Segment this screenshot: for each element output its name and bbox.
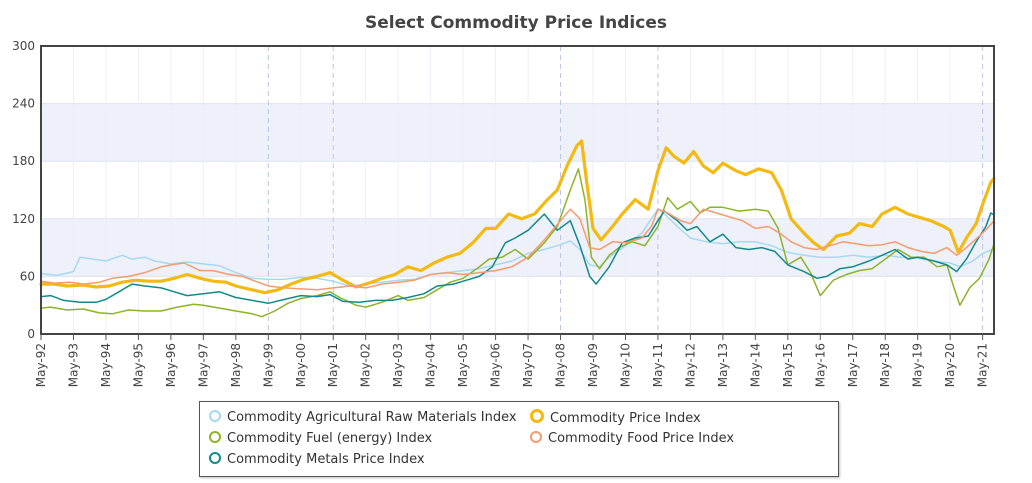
x-tick-label: May-09 <box>586 343 600 387</box>
y-tick-label: 180 <box>12 154 35 168</box>
series-line-4 <box>40 208 995 291</box>
legend-marker-icon <box>530 431 542 443</box>
x-tick-label: May-92 <box>34 343 48 387</box>
legend-item-metals[interactable]: Commodity Metals Price Index <box>209 451 425 469</box>
y-tick-label: 120 <box>12 212 35 226</box>
x-tick-label: May-17 <box>846 343 860 387</box>
x-tick-label: May-06 <box>489 343 503 387</box>
series-line-3 <box>39 139 996 295</box>
x-tick-label: May-95 <box>131 343 145 387</box>
x-tick-label: May-04 <box>424 343 438 387</box>
legend-item-food[interactable]: Commodity Food Price Index <box>530 430 734 448</box>
y-axis: 0 60 120 180 240 300 <box>12 39 35 341</box>
x-tick-label: May-10 <box>618 343 632 387</box>
legend-marker-icon <box>209 452 221 464</box>
x-tick-label: May-16 <box>813 343 827 387</box>
x-tick-label: May-13 <box>716 343 730 387</box>
x-tick-label: May-94 <box>99 343 113 387</box>
x-tick-label: May-20 <box>943 343 957 387</box>
y-tick-label: 240 <box>12 97 35 111</box>
x-tick-label: May-18 <box>878 343 892 387</box>
x-tick-label: May-93 <box>66 343 80 387</box>
background-bands <box>41 103 994 277</box>
x-tick-label: May-21 <box>976 343 990 387</box>
x-tick-label: May-99 <box>261 343 275 387</box>
x-tick-label: May-96 <box>164 343 178 387</box>
series-line-2 <box>40 210 995 305</box>
legend-item-fuel[interactable]: Commodity Fuel (energy) Index <box>209 430 432 448</box>
legend: Commodity Agricultural Raw Materials Ind… <box>199 401 839 477</box>
legend-label: Commodity Price Index <box>550 411 701 426</box>
legend-label: Commodity Metals Price Index <box>227 452 425 467</box>
x-tick-label: May-97 <box>196 343 210 387</box>
x-tick-label: May-14 <box>748 343 762 387</box>
legend-marker-icon <box>209 431 221 443</box>
band <box>41 218 994 277</box>
legend-marker-icon <box>209 410 221 422</box>
legend-item-commodity-price[interactable]: Commodity Price Index <box>530 409 701 427</box>
legend-marker-icon <box>530 409 544 423</box>
series-line-1 <box>40 168 995 318</box>
x-tick-label: May-03 <box>391 343 405 387</box>
y-tick-label: 60 <box>20 269 35 283</box>
x-tick-label: May-98 <box>229 343 243 387</box>
x-tick-label: May-12 <box>683 343 697 387</box>
x-tick-label: May-02 <box>359 343 373 387</box>
x-tick-label: May-05 <box>456 343 470 387</box>
legend-label: Commodity Food Price Index <box>548 431 735 446</box>
grid-lines <box>41 46 994 334</box>
x-tick-label: May-07 <box>521 343 535 387</box>
x-tick-label: May-19 <box>911 343 925 387</box>
x-tick-label: May-00 <box>294 343 308 387</box>
legend-label: Commodity Fuel (energy) Index <box>227 431 433 446</box>
legend-label: Commodity Agricultural Raw Materials Ind… <box>227 410 517 425</box>
y-tick-label: 300 <box>12 39 35 53</box>
x-tick-label: May-11 <box>651 343 665 387</box>
plot-frame <box>40 45 995 335</box>
x-tick-label: May-01 <box>326 343 340 387</box>
chart-title: Select Commodity Price Indices <box>365 13 667 33</box>
x-tick-label: May-08 <box>554 343 568 387</box>
series-lines <box>39 139 996 318</box>
y-tick-label: 0 <box>27 327 35 341</box>
x-axis: May-92 May-93 May-94 May-95 May-96 May-97 May-… <box>34 334 990 387</box>
legend-item-agricultural[interactable]: Commodity Agricultural Raw Materials Ind… <box>209 409 517 427</box>
x-tick-label: May-15 <box>781 343 795 387</box>
band <box>41 103 994 162</box>
